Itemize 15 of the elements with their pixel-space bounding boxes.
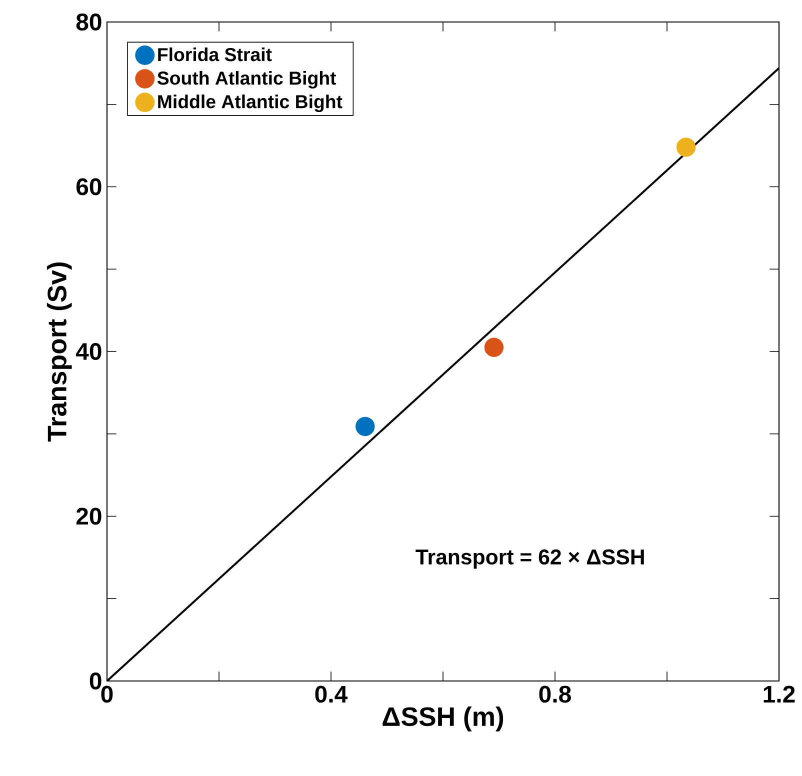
x-tick-label: 0 bbox=[101, 686, 113, 703]
x-tick-label: 0.4 bbox=[315, 686, 348, 703]
y-tick-label: 60 bbox=[76, 178, 102, 196]
y-tick-label: 80 bbox=[76, 14, 102, 31]
y-tick-label: 40 bbox=[76, 342, 102, 360]
annotation: Transport = 62 × ΔSSH bbox=[416, 549, 644, 569]
y-tick-label: 0 bbox=[90, 672, 102, 690]
y-tick-label: 20 bbox=[76, 508, 102, 525]
x-axis-title: ΔSSH (m) bbox=[382, 706, 504, 732]
legend-label: Florida Strait bbox=[158, 48, 272, 62]
legend-label: Middle Atlantic Bight bbox=[158, 94, 342, 112]
y-axis-title: Transport (Sv) bbox=[46, 262, 72, 442]
x-tick-label: 0.8 bbox=[539, 686, 571, 703]
x-tick-label: 1.2 bbox=[764, 686, 795, 702]
legend-label: South Atlantic Bight bbox=[157, 71, 336, 89]
